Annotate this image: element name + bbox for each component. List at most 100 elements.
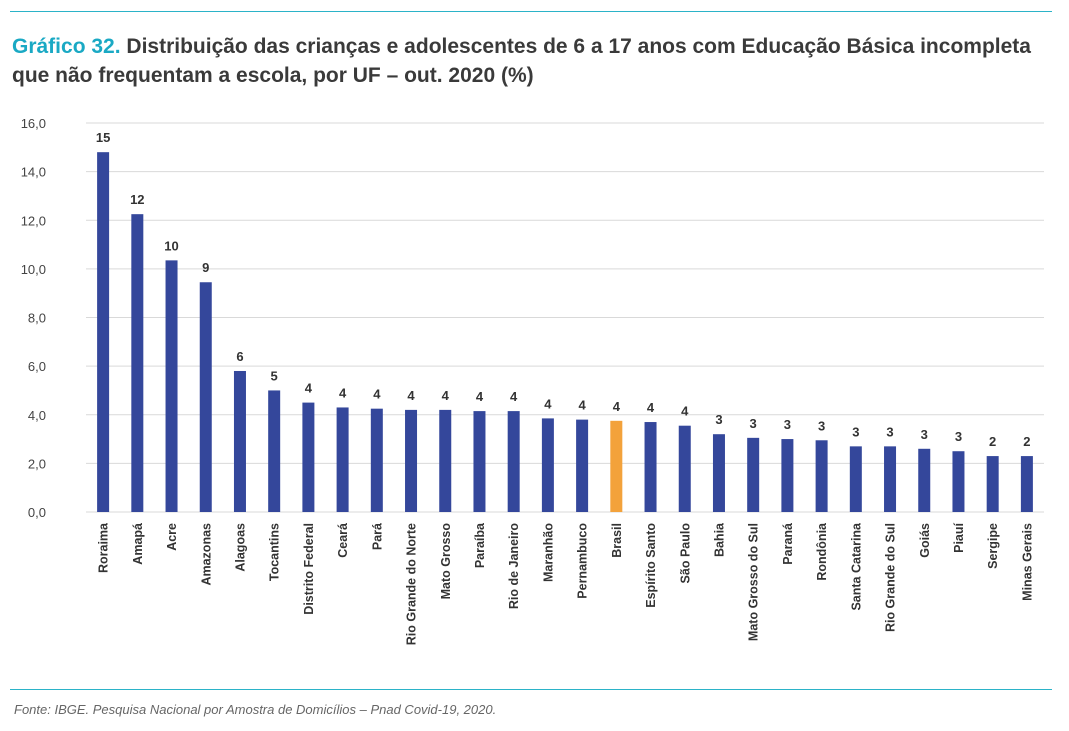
y-tick-label: 0,0 [28,505,46,520]
chart-title: Gráfico 32. Distribuição das crianças e … [12,32,1052,90]
data-label: 4 [442,388,450,403]
x-category-label: Pará [370,523,384,550]
bar [507,411,520,512]
bar [815,440,828,512]
data-label: 2 [989,434,996,449]
bar [884,446,897,512]
x-category-label: Paraná [781,523,795,565]
x-category-label: Espírito Santo [644,523,658,608]
bar [678,425,691,512]
x-category-label: Maranhão [541,523,555,582]
y-tick-label: 2,0 [28,456,46,471]
data-label: 3 [784,417,791,432]
x-category-label: Ceará [336,523,350,558]
x-category-label: Mato Grosso [439,523,453,600]
data-labels: 15 12 10 9 6 5 4 4 4 4 4 4 4 4 4 4 4 4 3 3 3 3 3 3 3 3 2 2 [96,130,1031,449]
top-rule [10,11,1052,12]
bar [473,411,486,512]
gridlines [86,122,1044,513]
y-tick-label: 4,0 [28,408,46,423]
bar [370,408,383,512]
x-category-label: Pernambuco [576,523,590,599]
data-label: 4 [476,389,484,404]
bar [199,282,212,512]
bar [268,390,281,512]
bar [849,446,862,512]
bar [1020,456,1033,512]
data-label: 3 [750,416,757,431]
x-category-label: Paraíba [473,522,487,568]
x-category-label: Santa Catarina [849,522,863,611]
x-category-label: São Paulo [678,523,692,584]
y-tick-label: 6,0 [28,359,46,374]
data-label: 4 [578,398,586,413]
x-category-label: Distrito Federal [302,523,316,615]
data-label: 4 [407,388,415,403]
y-tick-label: 14,0 [21,165,46,180]
data-label: 3 [955,429,962,444]
bar [610,420,623,512]
x-category-label: Alagoas [233,523,247,572]
x-category-label: Minas Gerais [1020,523,1034,601]
x-category-label: Tocantins [268,523,282,581]
bar [405,409,418,512]
source-note: Fonte: IBGE. Pesquisa Nacional por Amost… [14,702,497,717]
x-category-label: Piauí [952,522,966,552]
bar [165,260,178,512]
x-category-label: Acre [165,523,179,551]
data-label: 6 [236,349,243,364]
data-label: 3 [921,427,928,442]
data-label: 3 [818,418,825,433]
data-label: 4 [613,399,621,414]
data-label: 4 [681,404,689,419]
y-tick-label: 8,0 [28,311,46,326]
bars [97,152,1033,513]
data-label: 4 [510,389,518,404]
y-tick-label: 12,0 [21,213,46,228]
y-axis-tick-labels: 0,0 2,0 4,0 6,0 8,0 10,0 12,0 14,0 16,0 [21,116,46,520]
x-category-label: Roraima [97,522,111,573]
y-tick-label: 16,0 [21,116,46,131]
data-label: 4 [305,381,313,396]
bar [644,422,657,512]
data-label: 3 [852,424,859,439]
data-label: 4 [373,387,381,402]
bar [233,370,246,512]
data-label: 4 [647,400,655,415]
bottom-rule [10,689,1052,690]
bar [97,152,110,513]
chart-title-prefix: Gráfico 32. [12,35,121,58]
data-label: 4 [339,385,347,400]
bar [439,409,452,512]
data-label: 4 [544,396,552,411]
x-category-label: Bahia [712,522,726,557]
x-category-label: Rondônia [815,522,829,581]
x-category-label: Amazonas [199,523,213,586]
x-category-label: Mato Grosso do Sul [747,523,761,641]
chart-title-text: Distribuição das crianças e adolescentes… [12,35,1031,87]
bar [131,214,144,512]
data-label: 10 [164,238,178,253]
bar [712,434,725,512]
bar [781,439,794,512]
bar [541,418,554,512]
x-axis-category-labels: Roraima Amapá Acre Amazonas Alagoas Tocantins… [97,522,1035,645]
data-label: 3 [886,424,893,439]
bar [336,407,349,512]
x-category-label: Brasil [610,523,624,558]
x-category-label: Rio Grande do Sul [884,523,898,632]
y-tick-label: 10,0 [21,262,46,277]
bar [302,402,315,512]
data-label: 12 [130,192,144,207]
data-label: 9 [202,260,209,275]
data-label: 3 [715,412,722,427]
data-label: 15 [96,130,110,145]
bar [747,437,760,512]
bar [918,448,931,512]
data-label: 5 [271,368,278,383]
bar-chart: 0,0 2,0 4,0 6,0 8,0 10,0 12,0 14,0 16,0 15 12 10 9 6… [21,116,1044,645]
x-category-label: Amapá [131,523,145,565]
x-category-label: Goiás [918,523,932,558]
bar [952,451,965,512]
x-category-label: Rio de Janeiro [507,523,521,609]
